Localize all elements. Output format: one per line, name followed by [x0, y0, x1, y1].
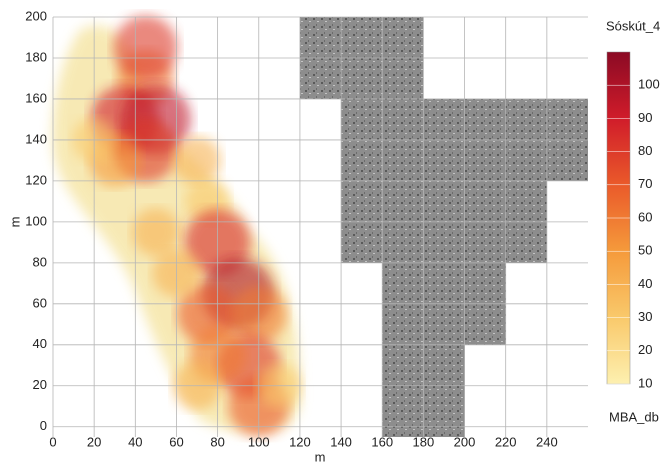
- y-axis-label: m: [7, 217, 22, 228]
- x-tick-label: 60: [169, 434, 183, 449]
- x-tick-label: 0: [49, 434, 56, 449]
- x-axis-label: m: [315, 449, 326, 463]
- x-tick-label: 80: [210, 434, 224, 449]
- colorbar-tick-label: 70: [638, 176, 652, 191]
- y-tick-label: 140: [25, 131, 47, 146]
- chart: m m Sóskút_4 MBA_db 02040608010012014016…: [0, 0, 665, 463]
- density-blob: [114, 16, 178, 80]
- legend-title: Sóskút_4: [606, 18, 660, 33]
- y-tick-label: 0: [40, 418, 47, 433]
- colorbar-tick-label: 80: [638, 143, 652, 158]
- y-tick-label: 40: [33, 336, 47, 351]
- x-tick-label: 120: [289, 434, 311, 449]
- y-tick-label: 120: [25, 172, 47, 187]
- colorbar-label: MBA_db: [609, 409, 659, 424]
- x-tick-label: 180: [413, 434, 435, 449]
- colorbar-tick-label: 100: [638, 77, 660, 92]
- y-tick-label: 100: [25, 213, 47, 228]
- colorbar-tick-label: 30: [638, 309, 652, 324]
- density-blob: [132, 208, 180, 256]
- x-tick-label: 160: [371, 434, 393, 449]
- y-tick-label: 60: [33, 295, 47, 310]
- page: {"chart_data": {"type": "density", "lege…: [0, 0, 665, 463]
- x-tick-label: 20: [87, 434, 101, 449]
- x-tick-label: 240: [536, 434, 558, 449]
- density-blob: [173, 136, 221, 184]
- y-tick-label: 20: [33, 377, 47, 392]
- colorbar-tick-label: 40: [638, 276, 652, 291]
- y-tick-label: 160: [25, 90, 47, 105]
- y-tick-label: 180: [25, 49, 47, 64]
- x-tick-label: 140: [330, 434, 352, 449]
- colorbar-tick-label: 60: [638, 209, 652, 224]
- x-tick-label: 100: [248, 434, 270, 449]
- x-tick-label: 220: [495, 434, 517, 449]
- y-tick-label: 200: [25, 8, 47, 23]
- x-tick-label: 200: [454, 434, 476, 449]
- colorbar-tick-label: 50: [638, 243, 652, 258]
- survey-area: [300, 17, 588, 437]
- y-tick-label: 80: [33, 254, 47, 269]
- colorbar-tick-label: 90: [638, 110, 652, 125]
- colorbar-tick-label: 10: [638, 375, 652, 390]
- x-tick-label: 40: [128, 434, 142, 449]
- colorbar-tick-label: 20: [638, 342, 652, 357]
